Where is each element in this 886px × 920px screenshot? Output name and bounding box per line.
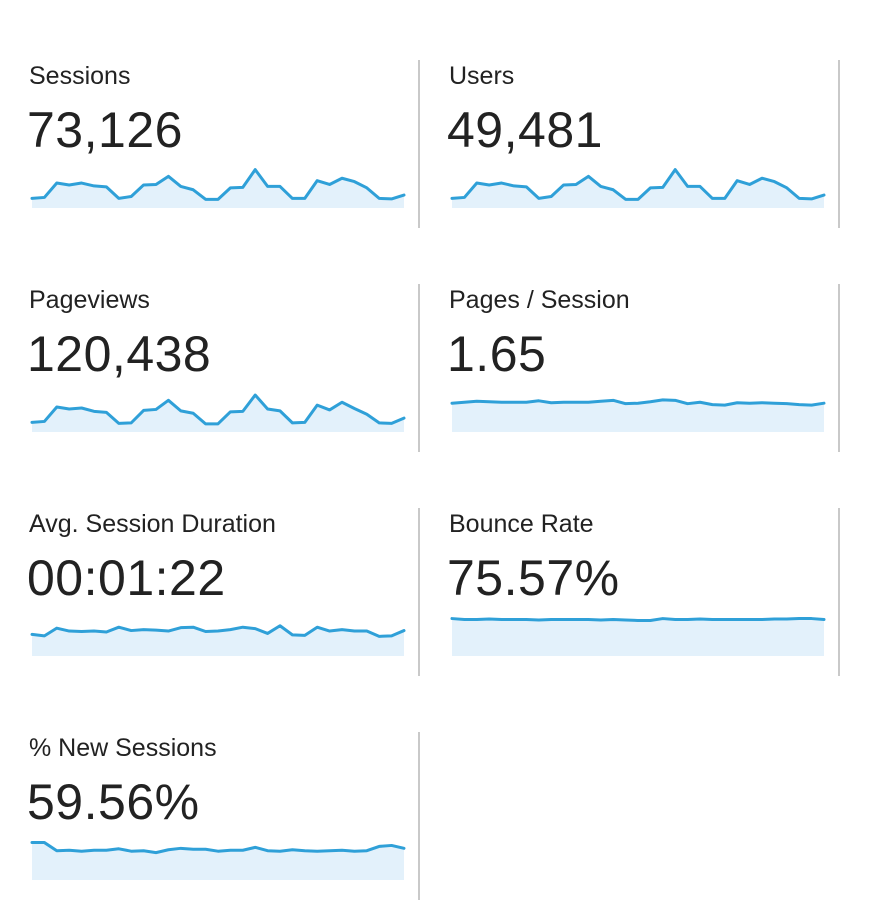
- metric-label: Users: [449, 62, 515, 90]
- metric-label: Bounce Rate: [449, 510, 594, 538]
- metric-label: Avg. Session Duration: [29, 510, 276, 538]
- metric-value: 49,481: [447, 102, 603, 158]
- metric-card-avg-session-duration[interactable]: Avg. Session Duration 00:01:22: [0, 504, 420, 676]
- metric-card-users[interactable]: Users 49,481: [420, 56, 840, 228]
- sparkline-line: [452, 400, 824, 405]
- sparkline-line: [32, 170, 404, 200]
- sparkline-area: [452, 399, 824, 432]
- sparkline-users: [452, 160, 824, 208]
- sparkline-area: [32, 842, 404, 880]
- column-divider: [418, 732, 420, 900]
- metric-value: 120,438: [27, 326, 212, 382]
- sparkline-area: [452, 618, 824, 656]
- sparkline-sessions: [32, 160, 404, 208]
- sparkline-line: [32, 395, 404, 424]
- column-divider: [418, 284, 420, 452]
- metric-label: Pages / Session: [449, 286, 630, 314]
- metric-label: Sessions: [29, 62, 131, 90]
- sparkline-pages-per-session: [452, 384, 824, 432]
- column-divider: [418, 508, 420, 676]
- sparkline-new-sessions: [32, 832, 404, 880]
- sparkline-area: [32, 625, 404, 656]
- metric-value: 1.65: [447, 326, 547, 382]
- metric-label: Pageviews: [29, 286, 150, 314]
- metric-card-bounce-rate[interactable]: Bounce Rate 75.57%: [420, 504, 840, 676]
- sparkline-area: [32, 395, 404, 432]
- metric-value: 73,126: [27, 102, 183, 158]
- sparkline-bounce-rate: [452, 608, 824, 656]
- column-divider: [838, 508, 840, 676]
- sparkline-area: [32, 169, 404, 208]
- column-divider: [838, 284, 840, 452]
- sparkline-line: [32, 626, 404, 637]
- metric-value: 00:01:22: [27, 550, 226, 606]
- metric-card-sessions[interactable]: Sessions 73,126: [0, 56, 420, 228]
- metric-card-pageviews[interactable]: Pageviews 120,438: [0, 280, 420, 452]
- sparkline-avg-session-duration: [32, 608, 404, 656]
- metric-label: % New Sessions: [29, 734, 217, 762]
- sparkline-line: [452, 619, 824, 621]
- sparkline-area: [452, 169, 824, 208]
- sparkline-pageviews: [32, 384, 404, 432]
- sparkline-line: [452, 170, 824, 200]
- metric-value: 59.56%: [27, 774, 200, 830]
- metric-card-new-sessions[interactable]: % New Sessions 59.56%: [0, 728, 420, 900]
- metric-card-pages-per-session[interactable]: Pages / Session 1.65: [420, 280, 840, 452]
- column-divider: [418, 60, 420, 228]
- sparkline-line: [32, 843, 404, 853]
- column-divider: [838, 60, 840, 228]
- metric-value: 75.57%: [447, 550, 620, 606]
